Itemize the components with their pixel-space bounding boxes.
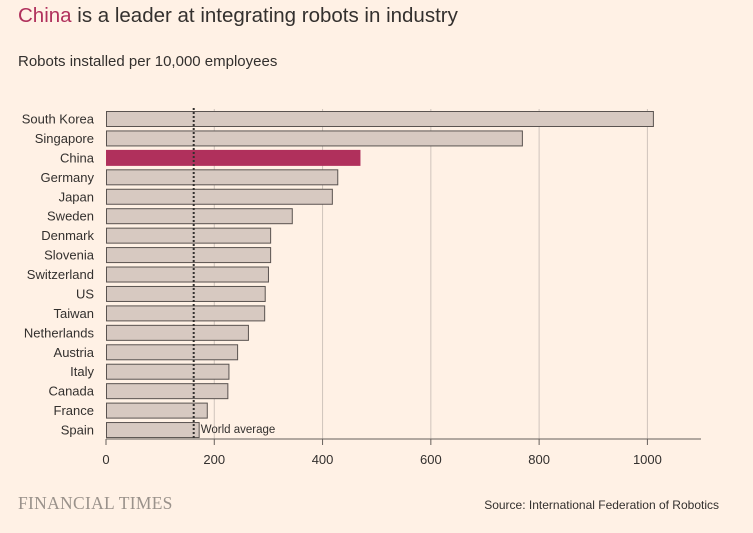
x-tick-label-600: 600 [420,452,442,467]
category-label-germany: Germany [41,170,95,185]
category-label-denmark: Denmark [41,228,94,243]
chart-title-rest: is a leader at integrating robots in ind… [71,4,458,27]
bar-france [106,402,208,419]
bar-austria [106,344,239,361]
category-label-france: France [54,403,94,418]
category-label-china: China [60,150,95,165]
category-label-japan: Japan [59,189,94,204]
bar-canada [106,383,229,400]
bar-denmark [106,227,272,244]
bar-taiwan [106,305,266,322]
x-tick-label-800: 800 [528,452,550,467]
category-label-sweden: Sweden [47,209,94,224]
x-tick-label-400: 400 [312,452,334,467]
chart-title-highlight: China [18,4,72,27]
world-average-label: World average [201,424,276,436]
category-labels: South Korea Singapore China Germany Japan Swe… [22,112,95,438]
bar-italy [106,363,230,380]
category-label-spain: Spain [61,423,94,438]
bar-germany [106,169,339,186]
bar-switzerland [106,266,269,283]
bar-us [106,285,266,302]
x-axis: 0 200 400 600 800 1000 [102,438,701,467]
bar-south-korea [106,111,654,127]
bar-japan [106,188,333,205]
bar-netherlands [106,324,249,341]
category-label-netherlands: Netherlands [24,325,95,340]
category-label-italy: Italy [70,364,94,379]
x-tick-label-0: 0 [102,452,109,467]
category-label-south-korea: South Korea [22,112,95,127]
bar-sweden [106,208,293,225]
category-label-canada: Canada [48,384,94,399]
category-label-switzerland: Switzerland [27,267,94,282]
world-average-reference: World average [192,108,276,439]
category-label-austria: Austria [54,345,95,360]
ft-logo: FINANCIAL TIMES [18,493,173,513]
source-note: Source: International Federation of Robo… [484,498,719,512]
bars [106,111,654,439]
x-tick-label-200: 200 [203,452,225,467]
bar-singapore [106,130,523,147]
chart-title: China is a leader at integrating robots … [18,4,458,28]
x-tick-label-1000: 1000 [633,452,662,467]
category-label-us: US [76,286,94,301]
category-label-taiwan: Taiwan [54,306,94,321]
category-label-slovenia: Slovenia [44,248,95,263]
category-label-singapore: Singapore [35,131,94,146]
bar-china [106,149,361,166]
bar-slovenia [106,247,272,264]
bar-spain [106,422,200,439]
chart-subtitle: Robots installed per 10,000 employees [18,53,278,70]
